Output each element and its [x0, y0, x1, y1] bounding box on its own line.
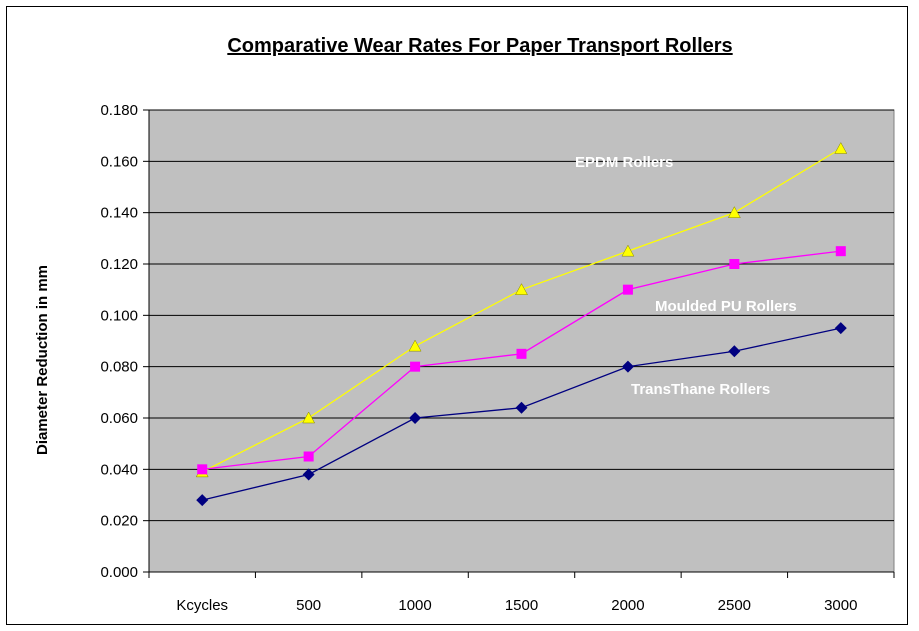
data-point — [302, 411, 316, 424]
y-tick-label: 0.060 — [100, 410, 138, 427]
data-point — [835, 246, 846, 257]
x-tick-label: 2500 — [718, 597, 751, 614]
data-point — [302, 468, 315, 481]
data-point — [515, 401, 528, 414]
x-tick-label: 3000 — [824, 597, 857, 614]
data-point — [727, 206, 741, 218]
series-transthane-rollers — [196, 322, 847, 507]
x-tick-label: Kcycles — [176, 597, 228, 614]
data-point — [834, 141, 848, 154]
y-axis-label: Diameter Reduction in mm — [34, 265, 51, 455]
series-epdm-rollers — [195, 141, 848, 478]
chart-title: Comparative Wear Rates For Paper Transpo… — [227, 35, 732, 57]
series-moulded-pu-rollers — [197, 246, 846, 475]
data-point — [622, 284, 633, 295]
plot-area — [148, 109, 895, 573]
y-tick-label: 0.000 — [100, 564, 138, 581]
y-tick-label: 0.160 — [100, 153, 138, 170]
line-chart: Comparative Wear Rates For Paper Transpo… — [34, 35, 895, 614]
data-point — [834, 322, 847, 335]
data-point — [516, 348, 527, 359]
series-label: EPDM Rollers — [575, 154, 673, 171]
chart-frame: Comparative Wear Rates For Paper Transpo… — [6, 6, 908, 625]
data-point — [621, 360, 634, 373]
data-point — [728, 345, 741, 358]
y-tick-label: 0.040 — [100, 461, 138, 478]
x-tick-label: 500 — [296, 597, 321, 614]
series-label: TransThane Rollers — [631, 381, 770, 398]
data-point — [408, 339, 422, 352]
data-point — [621, 244, 635, 257]
data-point — [409, 412, 422, 424]
data-point — [515, 283, 528, 295]
y-tick-label: 0.100 — [100, 307, 138, 324]
x-tick-label: 2000 — [611, 597, 644, 614]
x-tick-label: 1000 — [398, 597, 431, 614]
y-tick-label: 0.020 — [100, 513, 138, 530]
y-tick-label: 0.080 — [100, 359, 138, 376]
series-label: Moulded PU Rollers — [655, 298, 797, 315]
data-point — [729, 259, 740, 269]
y-tick-label: 0.140 — [100, 205, 138, 222]
data-point — [303, 451, 314, 462]
data-point — [196, 494, 209, 507]
data-point — [197, 464, 208, 475]
y-tick-label: 0.120 — [100, 256, 138, 273]
x-tick-label: 1500 — [505, 597, 538, 614]
data-point — [410, 361, 421, 372]
y-tick-label: 0.180 — [100, 102, 138, 119]
